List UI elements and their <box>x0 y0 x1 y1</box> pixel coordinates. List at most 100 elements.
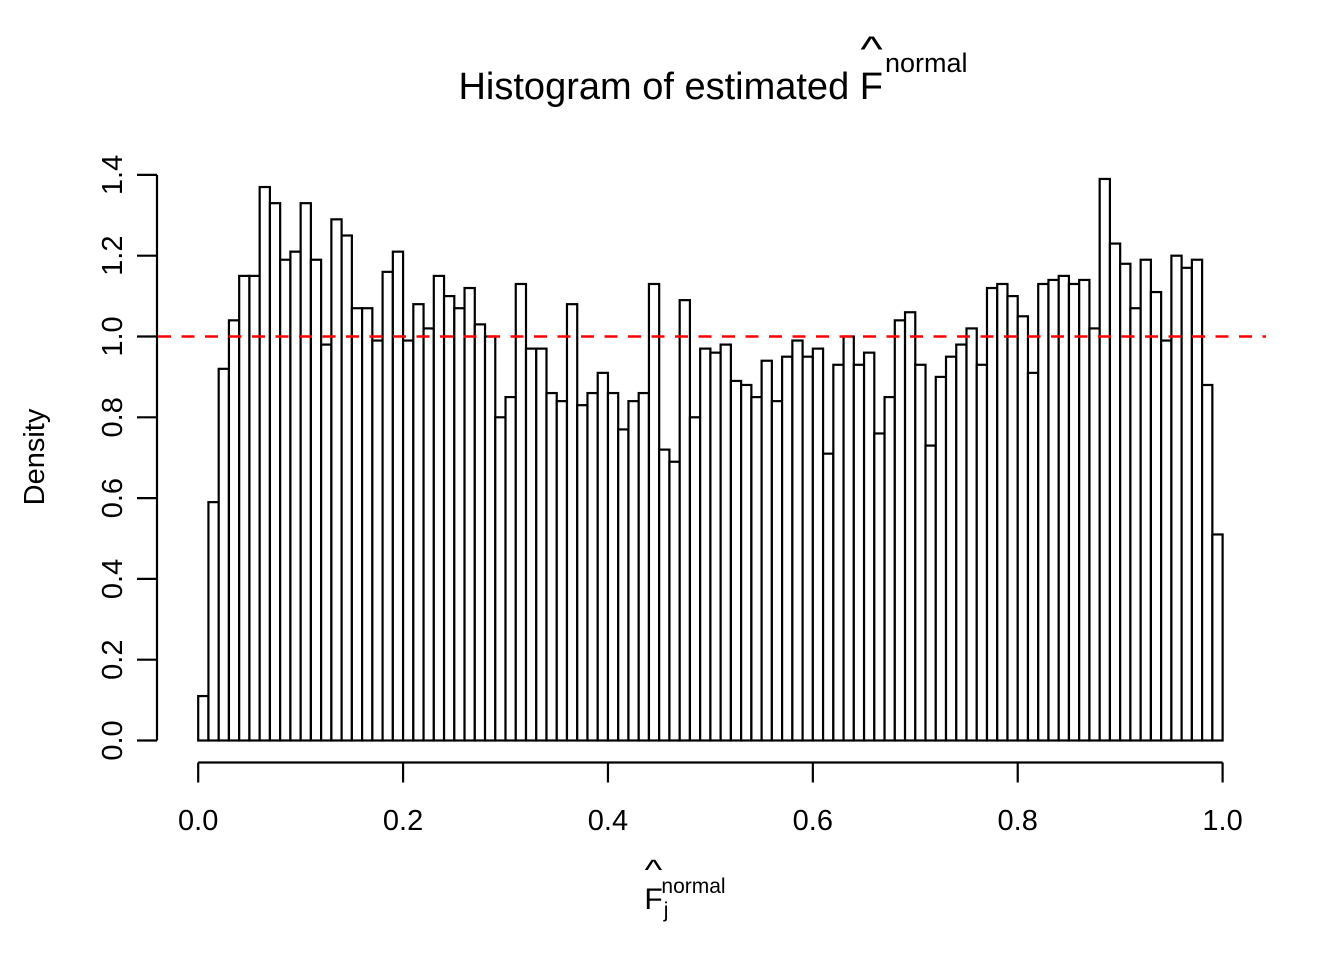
histogram-bar <box>852 363 866 742</box>
histogram-bar <box>955 343 968 742</box>
histogram-bar <box>381 270 394 742</box>
x-axis-title: ^ Fjnormal <box>644 854 726 923</box>
histogram-bar <box>760 359 773 742</box>
histogram-bar <box>914 363 927 742</box>
histogram-bar <box>996 282 1009 742</box>
histogram-bar <box>463 286 476 742</box>
histogram-bar <box>1180 266 1193 742</box>
histogram-bar <box>268 202 282 742</box>
histogram-bar <box>371 339 384 742</box>
y-tick-label: 0.4 <box>97 559 129 599</box>
histogram-bar <box>781 355 794 742</box>
histogram-bar <box>238 274 251 742</box>
histogram-bar <box>473 323 487 742</box>
histogram-bar <box>432 274 446 742</box>
histogram-bar <box>1078 278 1091 742</box>
histogram-bar <box>442 295 456 742</box>
histogram-bar <box>1201 383 1214 742</box>
histogram-bar <box>1160 339 1173 742</box>
histogram-bar <box>453 307 466 742</box>
histogram-bar <box>504 396 517 742</box>
histogram-bar <box>279 258 292 742</box>
histogram-bar <box>576 404 589 742</box>
histogram-bar <box>842 335 855 742</box>
histogram-bar <box>627 400 640 742</box>
histogram-bar <box>1026 371 1040 742</box>
histogram-bar <box>217 367 231 742</box>
title-f-hat: ^ F <box>860 30 883 110</box>
histogram-bar <box>821 452 835 742</box>
histogram-bar <box>524 347 538 742</box>
histogram-bar <box>258 185 272 742</box>
histogram-bar <box>483 335 497 742</box>
histogram-bar <box>412 303 425 742</box>
y-tick-label: 1.0 <box>97 316 129 356</box>
x-tick-label: 0.6 <box>793 805 833 837</box>
histogram-bar <box>729 379 743 742</box>
histogram-bar <box>965 327 978 742</box>
histogram-bar <box>545 391 558 742</box>
xlabel-f-hat: ^ F <box>644 854 663 918</box>
x-tick-label: 0.0 <box>178 805 218 837</box>
y-tick-label: 0.8 <box>97 397 129 437</box>
title-superscript: normal <box>884 48 968 78</box>
histogram-bar <box>1108 242 1122 742</box>
histogram-bar <box>934 375 948 742</box>
y-tick-label: 0.2 <box>97 640 129 680</box>
histogram-bar <box>391 250 405 742</box>
histogram-bar <box>299 202 312 742</box>
histogram-bar <box>1088 327 1101 742</box>
histogram-bar <box>1149 290 1163 742</box>
histogram-bar <box>330 218 343 742</box>
x-tick-label: 1.0 <box>1202 805 1242 837</box>
hat-accent-icon: ^ <box>644 854 663 886</box>
histogram-bar <box>944 355 958 742</box>
histogram-bar <box>862 351 876 742</box>
y-tick-label: 0.0 <box>97 720 129 760</box>
histogram-bar <box>494 416 507 742</box>
hat-accent-icon: ^ <box>860 29 883 70</box>
xlabel-superscript: normal <box>661 875 726 898</box>
histogram-bar <box>535 347 548 742</box>
histogram-bar <box>801 355 814 742</box>
histogram-bar <box>361 307 374 742</box>
histogram-bar <box>422 327 435 742</box>
histogram-bar <box>709 351 722 742</box>
histogram-bar <box>883 396 896 742</box>
histogram-bar <box>637 391 651 742</box>
histogram-bar <box>1170 254 1183 742</box>
histogram-bar <box>514 282 528 742</box>
xlabel-f: F <box>644 883 663 916</box>
histogram-bar <box>688 416 702 742</box>
histogram-bar <box>227 319 241 742</box>
histogram-bar <box>555 400 569 742</box>
x-tick-label: 0.8 <box>998 805 1038 837</box>
histogram-bar <box>1139 258 1152 742</box>
histogram-bar <box>975 363 989 742</box>
histogram-bar <box>1211 533 1224 742</box>
x-tick-label: 0.4 <box>588 805 628 837</box>
histogram-bar <box>1190 258 1204 742</box>
y-tick-label: 0.6 <box>97 478 129 518</box>
histogram-bar <box>1067 282 1081 742</box>
histogram-bar <box>248 274 261 742</box>
histogram-bar <box>207 501 220 742</box>
histogram-bar <box>811 347 825 742</box>
histogram-bar <box>985 286 999 742</box>
chart-title: Histogram of estimated ^ Fnormal <box>458 30 968 110</box>
histogram-bar <box>401 339 415 742</box>
histogram-bar <box>350 307 364 742</box>
histogram-bar <box>668 460 681 742</box>
histogram-bar <box>1006 295 1019 742</box>
histogram-bar <box>740 383 753 742</box>
histogram-bar <box>647 282 661 742</box>
y-tick-label: 1.2 <box>97 236 129 276</box>
histogram-bar <box>1047 278 1060 742</box>
histogram-bar <box>873 432 886 742</box>
histogram-bar <box>1016 315 1030 742</box>
histogram-bar <box>606 391 620 742</box>
histogram-bar <box>1057 274 1071 742</box>
y-tick-label: 1.4 <box>97 155 129 195</box>
histogram-bar <box>903 311 917 742</box>
